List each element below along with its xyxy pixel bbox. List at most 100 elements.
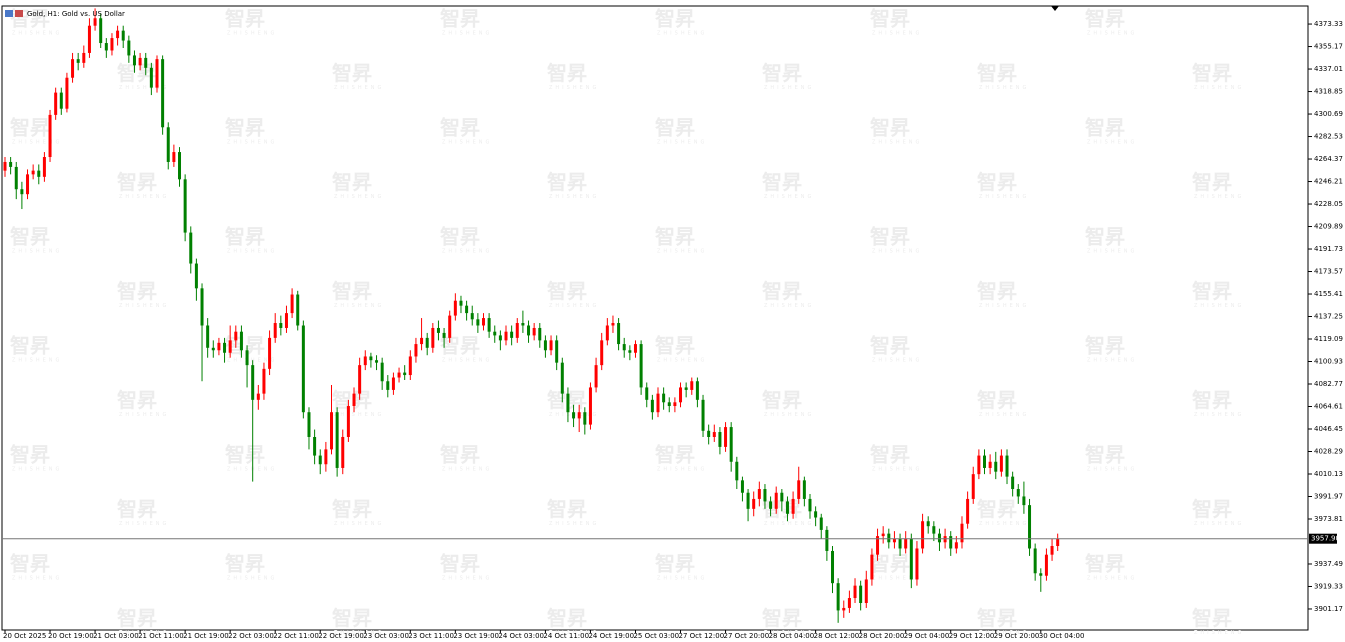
x-tick-label: 24 Oct 19:00 — [588, 632, 634, 640]
watermark: 智昇 — [1192, 606, 1232, 630]
candle-body — [560, 362, 564, 394]
candle-body — [532, 327, 536, 336]
y-tick-label: 3991.97 — [1314, 492, 1343, 500]
watermark: 智昇 — [117, 279, 157, 303]
watermark-sub: ZHISHENG — [12, 249, 62, 255]
candle-body — [104, 43, 108, 51]
candle-body — [971, 474, 975, 499]
candle-body — [82, 52, 86, 63]
watermark: 智昇 — [440, 225, 480, 249]
candle-body — [245, 350, 249, 366]
watermark-sub: ZHISHENG — [1194, 194, 1244, 200]
candle-body — [284, 313, 288, 328]
candle-body — [166, 127, 170, 162]
y-tick-label: 4155.41 — [1314, 290, 1343, 298]
watermark-sub: ZHISHENG — [12, 140, 62, 146]
watermark: 智昇 — [977, 170, 1017, 194]
candle-body — [9, 161, 13, 167]
watermark-sub: ZHISHENG — [764, 412, 814, 418]
candle-body — [549, 340, 553, 351]
candle-body — [898, 538, 902, 549]
candle-body — [966, 498, 970, 524]
candle-body — [498, 335, 502, 341]
candle-body — [915, 548, 919, 580]
watermark-sub: ZHISHENG — [1194, 303, 1244, 309]
watermark: 智昇 — [1192, 388, 1232, 412]
watermark: 智昇 — [870, 7, 910, 31]
watermark: 智昇 — [332, 279, 372, 303]
x-tick-label: 28 Oct 12:00 — [814, 632, 860, 640]
candle-body — [155, 59, 159, 88]
candle-body — [1016, 489, 1020, 497]
y-tick-label: 3937.49 — [1314, 560, 1343, 568]
watermark-sub: ZHISHENG — [227, 31, 277, 37]
candle-body — [262, 368, 266, 394]
candle-body — [1022, 496, 1026, 506]
x-tick-label: 21 Oct 03:00 — [93, 632, 139, 640]
candle-body — [307, 412, 311, 437]
watermark: 智昇 — [1192, 497, 1232, 521]
candle-body — [144, 57, 148, 68]
candle-body — [403, 372, 407, 376]
candle-body — [780, 492, 784, 502]
watermark-sub: ZHISHENG — [764, 194, 814, 200]
candle-body — [583, 412, 587, 425]
candle-body — [48, 114, 52, 158]
candle-body — [921, 521, 925, 549]
x-tick-label: 30 Oct 04:00 — [1039, 632, 1085, 640]
watermark-sub: ZHISHENG — [764, 85, 814, 91]
x-tick-label: 21 Oct 19:00 — [183, 632, 229, 640]
watermark-sub: ZHISHENG — [1194, 521, 1244, 527]
candle-body — [228, 340, 232, 353]
watermark: 智昇 — [870, 225, 910, 249]
candle-body — [527, 325, 531, 336]
x-tick-label: 25 Oct 03:00 — [633, 632, 679, 640]
watermark-sub: ZHISHENG — [119, 85, 169, 91]
x-tick-label: 24 Oct 11:00 — [543, 632, 589, 640]
candle-body — [14, 166, 18, 190]
watermark-sub: ZHISHENG — [227, 467, 277, 473]
candle-body — [296, 294, 300, 326]
watermark: 智昇 — [117, 388, 157, 412]
x-tick-label: 29 Oct 20:00 — [994, 632, 1040, 640]
candle-body — [110, 38, 114, 51]
y-tick-label: 3973.81 — [1314, 515, 1343, 523]
watermark-sub: ZHISHENG — [1087, 576, 1137, 582]
x-tick-label: 23 Oct 11:00 — [408, 632, 454, 640]
watermark: 智昇 — [870, 334, 910, 358]
candle-body — [707, 430, 711, 437]
candle-body — [1050, 546, 1054, 555]
candle-body — [887, 533, 891, 543]
candle-body — [99, 18, 103, 44]
candle-body — [988, 461, 992, 468]
candle-body — [87, 25, 91, 53]
candle-body — [819, 517, 823, 530]
watermark-sub: ZHISHENG — [872, 140, 922, 146]
watermark: 智昇 — [117, 170, 157, 194]
watermark: 智昇 — [117, 606, 157, 630]
candle-body — [1039, 573, 1043, 576]
candle-body — [718, 432, 722, 447]
candle-body — [650, 399, 654, 413]
watermark: 智昇 — [225, 116, 265, 140]
watermark: 智昇 — [10, 552, 50, 576]
candle-body — [909, 538, 913, 580]
watermark: 智昇 — [977, 497, 1017, 521]
candle-body — [836, 583, 840, 611]
x-tick-label: 22 Oct 19:00 — [318, 632, 364, 640]
y-tick-label: 4119.09 — [1314, 335, 1343, 343]
watermark-sub: ZHISHENG — [764, 630, 814, 636]
watermark-sub: ZHISHENG — [1087, 31, 1137, 37]
watermark: 智昇 — [1085, 552, 1125, 576]
candle-body — [712, 432, 716, 437]
candle-body — [566, 393, 570, 413]
candle-body — [116, 30, 120, 39]
watermark: 智昇 — [1192, 170, 1232, 194]
x-tick-label: 28 Oct 20:00 — [859, 632, 905, 640]
candle-body — [211, 347, 215, 351]
watermark: 智昇 — [977, 388, 1017, 412]
watermark: 智昇 — [977, 279, 1017, 303]
watermark-sub: ZHISHENG — [549, 630, 599, 636]
candle-body — [453, 300, 457, 316]
